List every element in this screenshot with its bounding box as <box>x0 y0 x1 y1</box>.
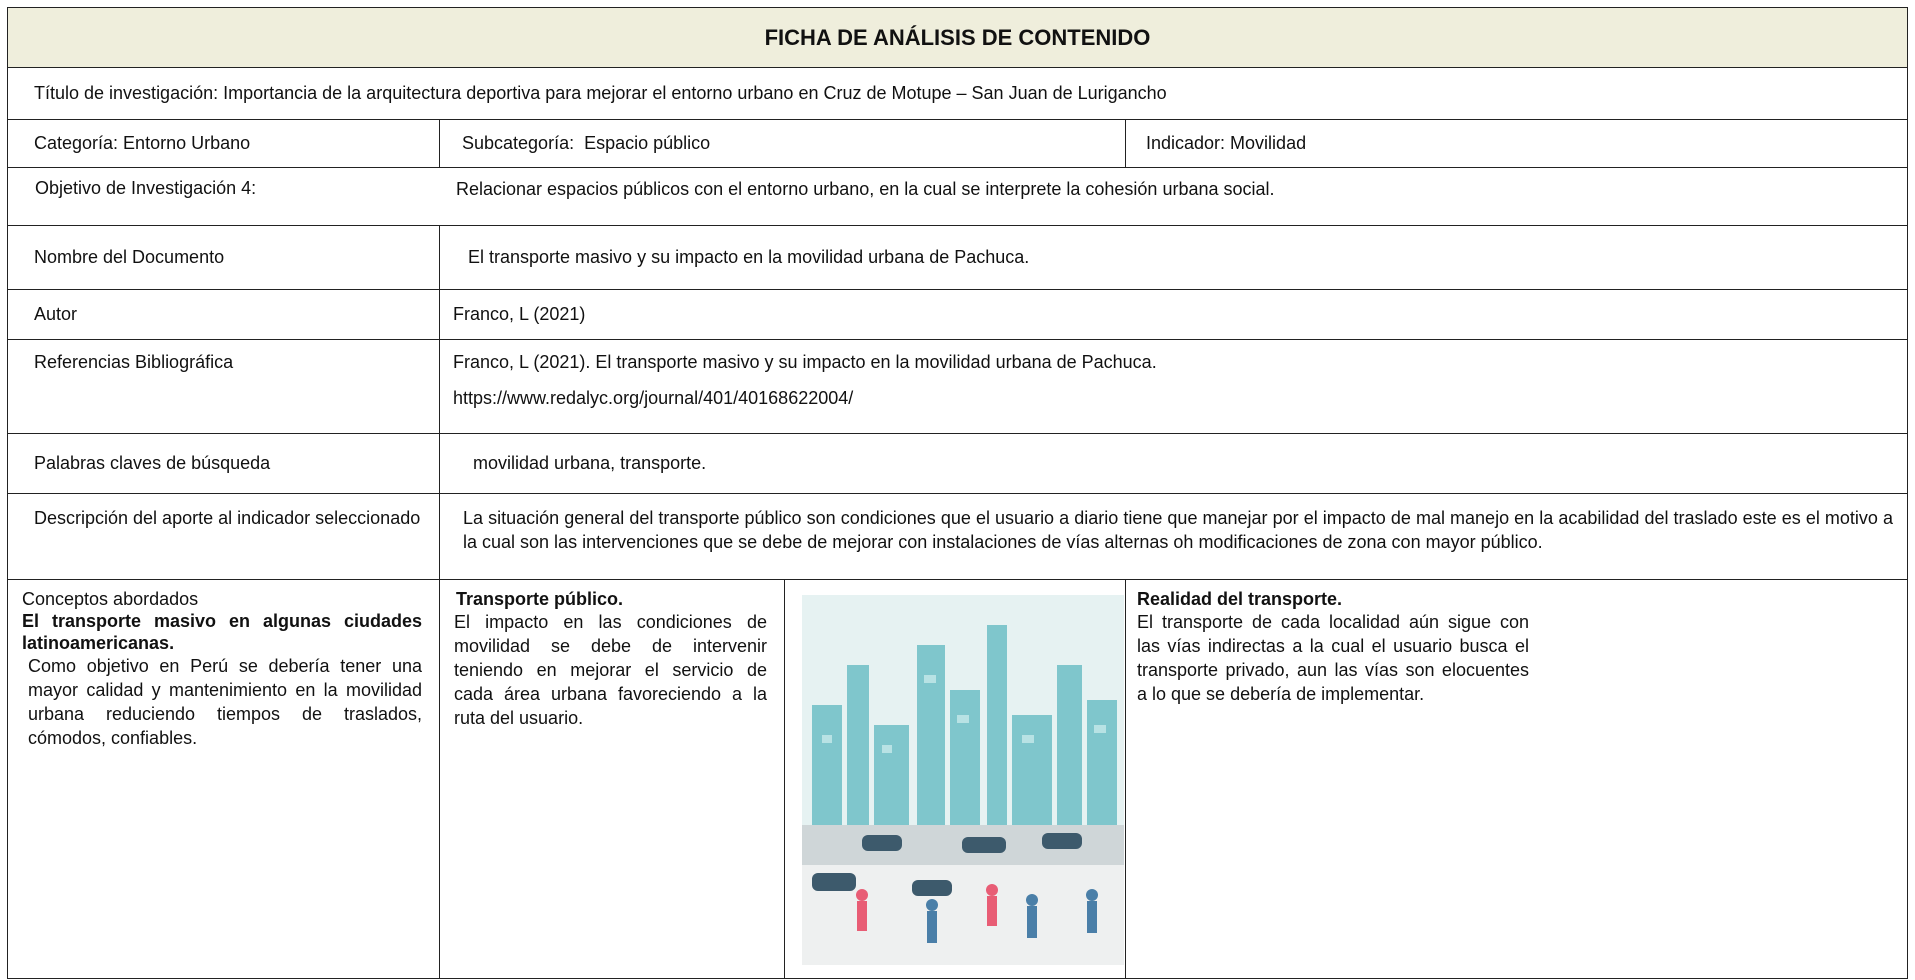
concepts-subtitle: El transporte masivo en algunas ciudades… <box>22 611 422 653</box>
header-cell: FICHA DE ANÁLISIS DE CONTENIDO <box>7 7 1908 68</box>
indicator-cell: Indicador: Movilidad <box>1125 119 1908 168</box>
document-value-cell: El transporte masivo y su impacto en la … <box>439 225 1908 290</box>
reality-cell: Realidad del transporte. El transporte d… <box>1125 579 1908 979</box>
reality-text: El transporte de cada localidad aún sigu… <box>1137 612 1529 704</box>
research-title: Título de investigación: Importancia de … <box>34 83 1167 103</box>
category-cell: Categoría: Entorno Urbano <box>7 119 440 168</box>
category: Categoría: Entorno Urbano <box>34 133 251 153</box>
public-transport-cell: Transporte público. El impacto en las co… <box>439 579 785 979</box>
research-title-cell: Título de investigación: Importancia de … <box>7 67 1908 120</box>
objective-cell: Objetivo de Investigación 4: Relacionar … <box>7 167 1908 226</box>
title: FICHA DE ANÁLISIS DE CONTENIDO <box>764 24 1151 50</box>
references-value-cell: Franco, L (2021). El transporte masivo y… <box>439 339 1908 434</box>
indicator: Indicador: Movilidad <box>1146 133 1307 153</box>
description-label: Descripción del aporte al indicador sele… <box>34 508 421 528</box>
public-transport-text: El impacto en las condiciones de movilid… <box>454 612 767 728</box>
keywords-value: movilidad urbana, transporte. <box>473 453 707 473</box>
author-value: Franco, L (2021) <box>453 304 586 324</box>
keywords-value-cell: movilidad urbana, transporte. <box>439 433 1908 494</box>
concepts-text: Como objetivo en Perú se debería tener u… <box>28 656 422 748</box>
objective-value: Relacionar espacios públicos con el ento… <box>456 179 1275 199</box>
illustration-cell <box>784 579 1126 979</box>
description-label-cell: Descripción del aporte al indicador sele… <box>7 493 440 580</box>
author-label: Autor <box>34 304 78 324</box>
concepts-cell: Conceptos abordados El transporte masivo… <box>7 579 440 979</box>
reference-line: Franco, L (2021). El transporte masivo y… <box>453 352 1157 372</box>
references-label: Referencias Bibliográfica <box>34 352 234 372</box>
objective-label: Objetivo de Investigación 4: <box>35 178 257 198</box>
reality-heading: Realidad del transporte. <box>1137 589 1343 609</box>
description-value: La situación general del transporte públ… <box>463 508 1893 552</box>
references-label-cell: Referencias Bibliográfica <box>7 339 440 434</box>
public-transport-heading: Transporte público. <box>456 589 624 609</box>
author-value-cell: Franco, L (2021) <box>439 289 1908 340</box>
keywords-label-cell: Palabras claves de búsqueda <box>7 433 440 494</box>
description-value-cell: La situación general del transporte públ… <box>439 493 1908 580</box>
city-illustration <box>802 595 1124 965</box>
subcategory: Subcategoría: Espacio público <box>462 133 711 153</box>
document-value: El transporte masivo y su impacto en la … <box>468 247 1030 267</box>
keywords-label: Palabras claves de búsqueda <box>34 453 271 473</box>
subcategory-cell: Subcategoría: Espacio público <box>439 119 1126 168</box>
author-label-cell: Autor <box>7 289 440 340</box>
document-label: Nombre del Documento <box>34 247 225 267</box>
document-label-cell: Nombre del Documento <box>7 225 440 290</box>
concepts-heading: Conceptos abordados <box>22 589 199 609</box>
reference-url[interactable]: https://www.redalyc.org/journal/401/4016… <box>453 388 854 408</box>
